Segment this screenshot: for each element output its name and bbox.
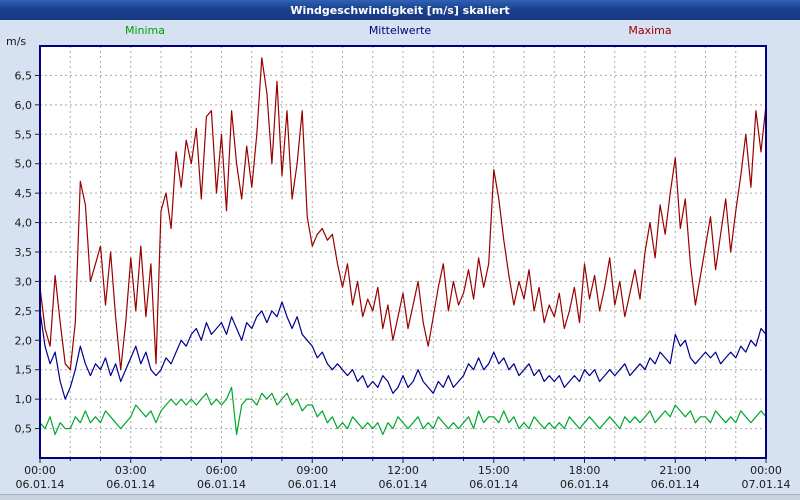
svg-text:6,5: 6,5 — [15, 69, 33, 82]
svg-text:2,5: 2,5 — [15, 305, 33, 318]
chart-title: Windgeschwindigkeit [m/s] skaliert — [290, 3, 510, 17]
svg-text:5,5: 5,5 — [15, 128, 33, 141]
svg-text:1,5: 1,5 — [15, 364, 33, 377]
svg-text:00:00: 00:00 — [750, 464, 782, 477]
legend-mittelwerte: Mittelwerte — [368, 24, 432, 37]
svg-text:0,5: 0,5 — [15, 423, 33, 436]
svg-text:09:00: 09:00 — [296, 464, 328, 477]
svg-text:06.01.14: 06.01.14 — [560, 478, 609, 491]
svg-text:06.01.14: 06.01.14 — [288, 478, 337, 491]
svg-text:1,0: 1,0 — [15, 393, 33, 406]
svg-text:06.01.14: 06.01.14 — [379, 478, 428, 491]
svg-text:3,0: 3,0 — [15, 275, 33, 288]
legend-minima: Minima — [124, 24, 166, 37]
legend-maxima: Maxima — [628, 24, 672, 37]
svg-text:15:00: 15:00 — [478, 464, 510, 477]
svg-text:06.01.14: 06.01.14 — [469, 478, 518, 491]
svg-text:00:00: 00:00 — [24, 464, 56, 477]
y-axis-unit-label: m/s — [6, 35, 27, 48]
svg-text:4,5: 4,5 — [15, 187, 33, 200]
svg-text:18:00: 18:00 — [569, 464, 601, 477]
svg-text:06.01.14: 06.01.14 — [197, 478, 246, 491]
svg-text:2,0: 2,0 — [15, 334, 33, 347]
svg-text:6,0: 6,0 — [15, 99, 33, 112]
svg-text:06.01.14: 06.01.14 — [651, 478, 700, 491]
svg-text:06.01.14: 06.01.14 — [16, 478, 65, 491]
svg-text:06:00: 06:00 — [206, 464, 238, 477]
svg-text:03:00: 03:00 — [115, 464, 147, 477]
svg-text:3,5: 3,5 — [15, 246, 33, 259]
chart-title-bar: Windgeschwindigkeit [m/s] skaliert — [0, 0, 800, 20]
chart-legend: Minima Mittelwerte Maxima — [0, 24, 800, 40]
svg-text:4,0: 4,0 — [15, 217, 33, 230]
svg-text:21:00: 21:00 — [659, 464, 691, 477]
svg-text:06.01.14: 06.01.14 — [106, 478, 155, 491]
svg-text:5,0: 5,0 — [15, 158, 33, 171]
svg-text:07.01.14: 07.01.14 — [742, 478, 791, 491]
svg-text:12:00: 12:00 — [387, 464, 419, 477]
window-bottom-edge — [0, 494, 800, 500]
